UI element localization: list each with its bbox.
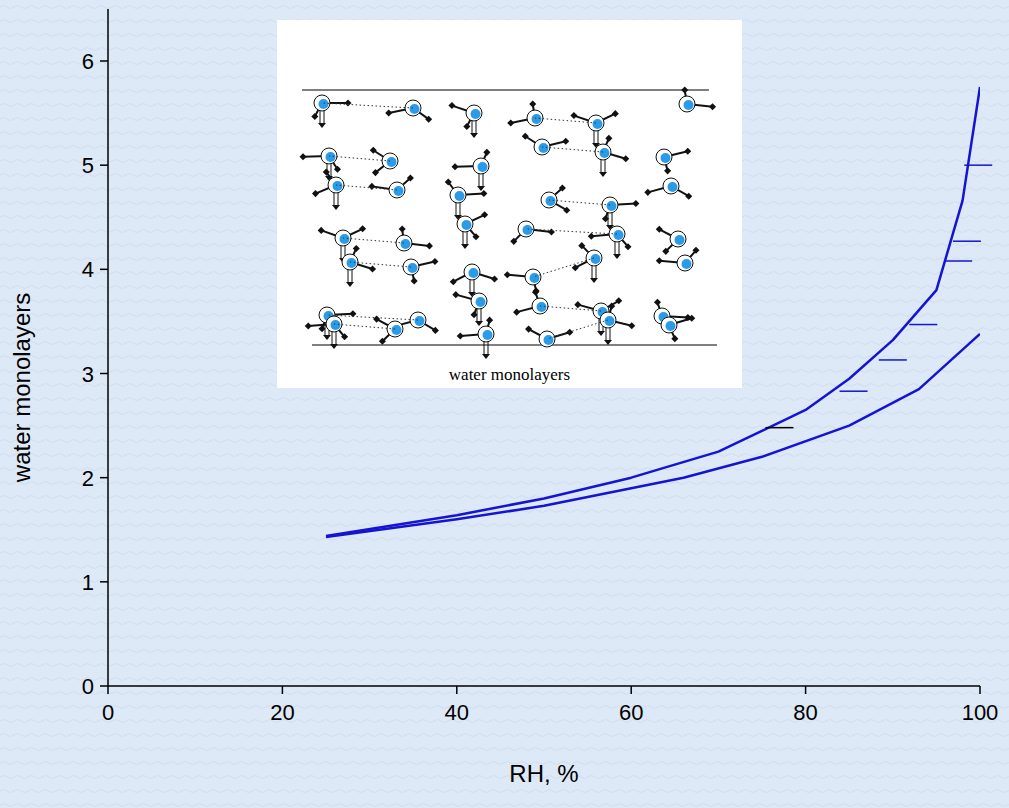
molecule xyxy=(656,226,686,255)
molecule xyxy=(644,178,692,200)
x-tick-label: 0 xyxy=(102,700,114,725)
molecule xyxy=(533,242,602,283)
molecule xyxy=(312,168,344,210)
molecule xyxy=(336,174,414,198)
y-tick-label: 5 xyxy=(82,153,94,178)
data-dash xyxy=(953,240,981,242)
data-dash xyxy=(840,390,868,392)
molecule xyxy=(510,221,555,245)
y-tick xyxy=(100,685,108,687)
molecule xyxy=(679,87,716,112)
y-tick xyxy=(100,269,108,271)
chart: water monolayers 0 20 40 60 80 100 0 1 2 3 4 5 6 RH, %… xyxy=(0,0,1009,808)
axes: 0 20 40 60 80 100 0 1 2 3 4 5 6 xyxy=(82,9,999,725)
molecule xyxy=(305,316,348,349)
molecule xyxy=(450,264,498,297)
y-tick xyxy=(100,60,108,62)
y-tick-label: 1 xyxy=(82,570,94,595)
inset-frame xyxy=(277,20,742,388)
y-tick-label: 6 xyxy=(82,49,94,74)
molecule xyxy=(318,225,366,263)
y-tick xyxy=(100,373,108,375)
molecule xyxy=(513,289,548,316)
y-tick-label: 0 xyxy=(82,674,94,699)
background xyxy=(0,0,1009,808)
molecule xyxy=(541,184,570,213)
x-tick-label: 40 xyxy=(445,700,469,725)
y-tick xyxy=(100,164,108,166)
inset-caption: water monolayers xyxy=(449,365,570,384)
x-tick xyxy=(979,686,981,694)
data-dash xyxy=(765,427,793,429)
molecule xyxy=(522,133,570,155)
molecule xyxy=(327,312,439,334)
molecule xyxy=(342,245,376,287)
molecule xyxy=(350,258,438,284)
y-axis-title: water monolayers xyxy=(8,293,35,483)
molecule xyxy=(445,178,488,220)
molecule xyxy=(457,317,494,359)
molecule xyxy=(322,100,432,123)
y-tick-label: 3 xyxy=(82,362,94,387)
x-tick xyxy=(107,686,109,694)
x-tick-label: 80 xyxy=(793,700,817,725)
inset: water monolayers xyxy=(277,20,742,388)
molecule xyxy=(656,148,691,175)
y-tick xyxy=(100,581,108,583)
molecule xyxy=(542,135,629,177)
molecule xyxy=(311,95,351,128)
molecule xyxy=(319,307,357,340)
x-tick-label: 20 xyxy=(270,700,294,725)
markers xyxy=(765,165,992,428)
x-axis-title: RH, % xyxy=(509,760,578,787)
data-dash xyxy=(944,260,972,262)
curve xyxy=(326,87,980,536)
y-tick-label: 2 xyxy=(82,466,94,491)
molecule xyxy=(507,101,543,127)
x-tick xyxy=(456,686,458,694)
molecule xyxy=(547,303,635,345)
molecule xyxy=(549,197,639,230)
x-tick-label: 60 xyxy=(619,700,643,725)
x-tick xyxy=(282,686,284,694)
x-tick xyxy=(805,686,807,694)
molecule xyxy=(656,247,700,271)
plot-area xyxy=(326,87,980,537)
molecule xyxy=(452,149,491,191)
y-tick xyxy=(100,477,108,479)
inset-plate xyxy=(312,345,717,346)
molecule xyxy=(448,102,482,138)
molecule xyxy=(334,316,403,345)
x-tick xyxy=(630,686,632,694)
molecule xyxy=(457,211,488,249)
curve xyxy=(326,334,980,537)
molecule xyxy=(452,291,487,326)
molecule xyxy=(300,148,342,181)
y-axis-line xyxy=(107,9,109,686)
molecule xyxy=(526,226,632,259)
molecule xyxy=(661,315,695,342)
data-dash xyxy=(879,359,907,361)
y-tick-label: 4 xyxy=(82,257,94,282)
data-dash xyxy=(964,164,992,166)
molecule xyxy=(525,326,573,347)
x-axis-line xyxy=(108,685,980,687)
molecule xyxy=(343,225,433,251)
inset-plate xyxy=(302,90,709,91)
molecule xyxy=(329,147,398,176)
x-tick-label: 100 xyxy=(962,700,999,725)
data-dash xyxy=(909,324,937,326)
